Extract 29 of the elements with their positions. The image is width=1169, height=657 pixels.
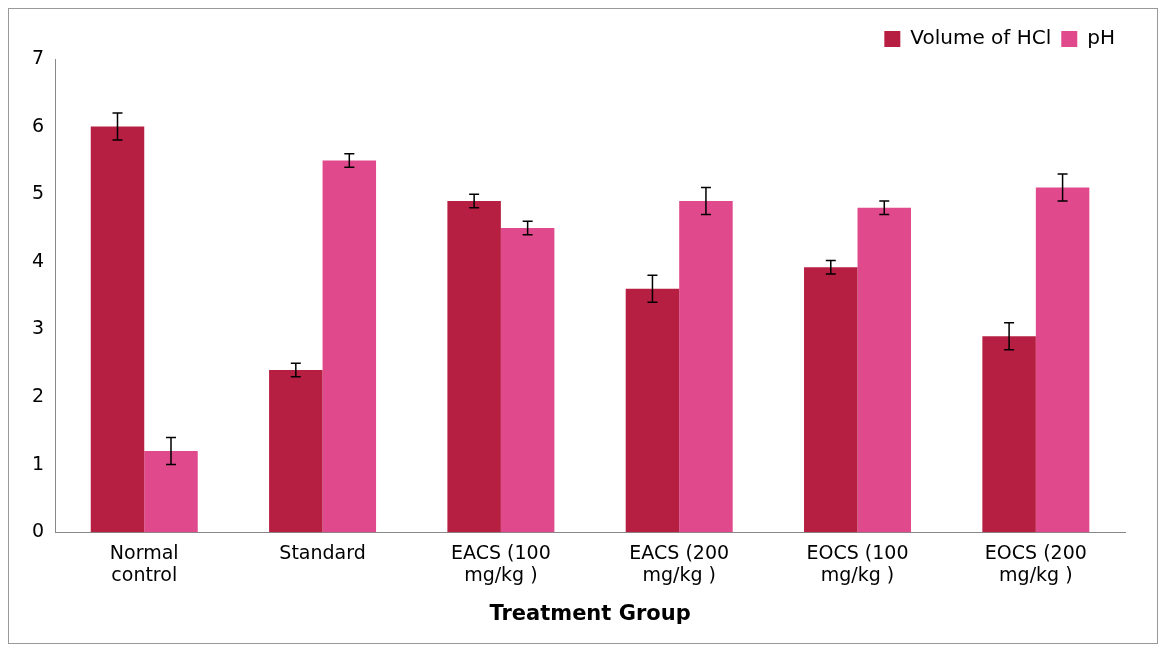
x-tick-label: EOCS (200 mg/kg ) <box>984 540 1087 586</box>
bar <box>857 207 912 533</box>
x-tick-label: Normal control <box>109 540 179 586</box>
x-axis-title: Treatment Group <box>489 600 691 625</box>
bar <box>679 200 733 533</box>
x-tick-label: EACS (100 mg/kg ) <box>451 540 551 586</box>
bar <box>500 228 555 533</box>
y-tick-label: 5 <box>31 181 45 204</box>
y-tick-label: 0 <box>31 519 45 542</box>
x-tick-label: EACS (200 mg/kg ) <box>629 540 730 586</box>
legend-label: pH <box>1087 25 1115 50</box>
y-tick-label: 4 <box>31 248 45 271</box>
y-tick-label: 2 <box>31 383 45 406</box>
bar <box>269 369 323 533</box>
bar <box>625 288 680 533</box>
y-tick-label: 3 <box>31 316 45 339</box>
legend-label: Volume of HCl <box>910 25 1052 50</box>
bar <box>322 160 377 533</box>
bar <box>447 200 501 533</box>
y-tick-label: 6 <box>31 113 45 136</box>
y-tick-label: 1 <box>31 451 45 474</box>
x-tick-label: Standard <box>279 540 366 563</box>
x-tick-label: EOCS (100 mg/kg ) <box>806 540 909 586</box>
bar <box>90 126 145 533</box>
y-tick-label: 7 <box>31 45 45 68</box>
bar <box>144 451 198 533</box>
bar <box>804 267 858 533</box>
bar <box>982 336 1036 533</box>
bar <box>1035 187 1090 533</box>
